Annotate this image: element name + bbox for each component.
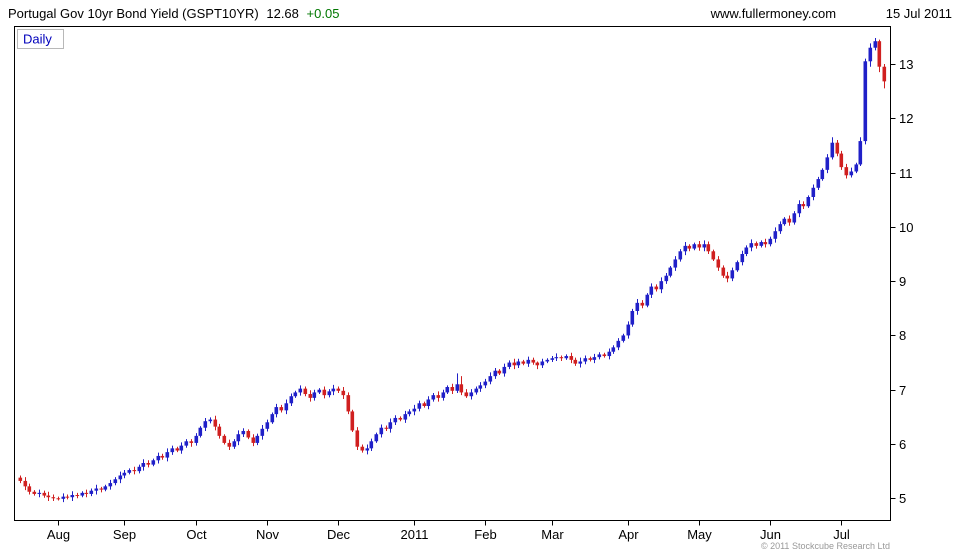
header-bar: Portugal Gov 10yr Bond Yield (GSPT10YR) …: [8, 3, 952, 23]
y-tick-label: 11: [899, 166, 913, 181]
x-tick-label: Sep: [113, 527, 136, 542]
date-label: 15 Jul 2011: [885, 5, 952, 21]
x-tick-label: May: [687, 527, 712, 542]
y-tick-label: 8: [899, 328, 906, 343]
timeframe-box: [17, 29, 64, 49]
x-tick-label: Dec: [327, 527, 351, 542]
chart-title: Portugal Gov 10yr Bond Yield (GSPT10YR) …: [8, 6, 343, 21]
header-right: www.fullermoney.com 15 Jul 2011: [665, 6, 952, 21]
x-tick-label: Feb: [474, 527, 496, 542]
x-tick-label: Aug: [47, 527, 70, 542]
website-label: www.fullermoney.com: [710, 5, 837, 21]
x-tick-label: Nov: [256, 527, 280, 542]
y-tick-label: 7: [899, 383, 906, 398]
plot-frame: [14, 26, 891, 521]
copyright-label: © 2011 Stockcube Research Ltd: [760, 541, 890, 551]
x-tick-label: Jun: [760, 527, 781, 542]
timeframe-label: Daily: [23, 32, 52, 47]
x-tick-label: Apr: [618, 527, 639, 542]
last-price: 12.68: [266, 5, 299, 21]
price-change: +0.05: [306, 5, 340, 21]
instrument-name: Portugal Gov 10yr Bond Yield (GSPT10YR): [8, 5, 259, 21]
y-tick-label: 9: [899, 274, 906, 289]
x-tick-label: 2011: [401, 527, 429, 542]
x-tick-label: Mar: [541, 527, 564, 542]
y-tick-label: 13: [899, 57, 913, 72]
y-tick-label: 12: [899, 111, 913, 126]
candles: [18, 37, 887, 503]
y-tick-label: 5: [899, 491, 906, 506]
x-tick-label: Jul: [833, 527, 850, 542]
x-tick-label: Oct: [186, 527, 207, 542]
y-tick-label: 6: [899, 437, 906, 452]
y-tick-label: 10: [899, 220, 913, 235]
y-axis: 5 6 7 8 9 10 11 12 13: [890, 57, 913, 506]
x-axis: Aug Sep Oct Nov Dec 2011 Feb Mar Apr May Jun Jul: [47, 520, 850, 542]
